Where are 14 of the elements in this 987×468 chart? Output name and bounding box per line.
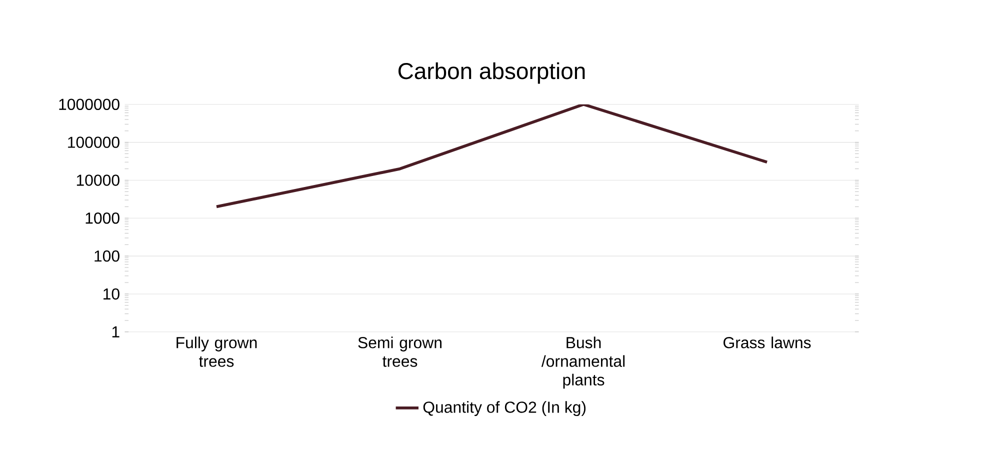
y-tick-label: 1 (112, 326, 120, 338)
x-tick-label: Fully grown trees (176, 336, 257, 367)
y-tick-label: 10 (104, 288, 120, 300)
x-tick-label: Grass lawns (724, 336, 811, 348)
y-tick-label: 1000000 (59, 98, 120, 110)
y-tick-label: 1000 (86, 212, 120, 224)
x-tick-label: Semi grown trees (358, 336, 442, 367)
x-tick-label: Bush /ornamental plants (541, 336, 625, 389)
legend-label: Quantity of CO2 (In kg) (423, 401, 586, 416)
y-tick-label: 10000 (76, 174, 120, 186)
y-tick-label: 100000 (68, 136, 120, 148)
chart-title: Carbon absorption (398, 62, 585, 84)
line-series (215, 104, 768, 208)
y-tick-label: 100 (94, 250, 120, 262)
